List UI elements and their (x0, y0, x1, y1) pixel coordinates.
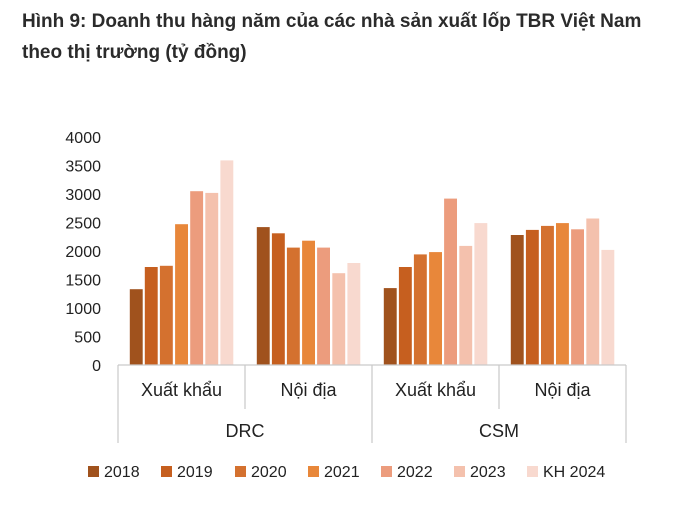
category-label: Xuất khẩu (395, 380, 476, 400)
legend-label: 2023 (470, 464, 506, 481)
legend-swatch (308, 466, 319, 477)
bar-kh-2024-2 (474, 223, 488, 365)
legend-swatch (161, 466, 172, 477)
bar-2022-0 (190, 191, 204, 365)
legend: 2018 2019 2020 2021 2022 2023 KH 2024 (88, 464, 605, 481)
bar-2021-3 (556, 223, 569, 365)
bar-kh-2024-3 (601, 249, 615, 365)
bar-2023-0 (205, 192, 219, 365)
bar-2018-0 (129, 289, 143, 365)
bar-2020-2 (413, 254, 427, 365)
bar-2020-1 (286, 247, 300, 365)
y-tick-label: 2000 (65, 244, 101, 261)
legend-item: 2018 (88, 464, 140, 481)
y-tick-label: 3000 (65, 187, 101, 204)
bar-2022-1 (317, 247, 330, 365)
group-label-csm: CSM (479, 421, 519, 441)
legend-label: 2019 (177, 464, 213, 481)
legend-item: 2019 (161, 464, 213, 481)
legend-label: KH 2024 (543, 464, 605, 481)
legend-swatch (454, 466, 465, 477)
y-tick-label: 4000 (65, 130, 101, 147)
bar-2020-0 (159, 265, 173, 365)
legend-swatch (381, 466, 392, 477)
legend-label: 2021 (324, 464, 360, 481)
bar-2018-3 (510, 235, 524, 365)
group-label-drc: DRC (226, 421, 265, 441)
bar-2019-2 (398, 267, 412, 365)
legend-item: 2023 (454, 464, 506, 481)
legend-label: 2018 (104, 464, 140, 481)
category-label: Nội địa (280, 380, 337, 400)
y-tick-label: 3500 (65, 159, 101, 176)
x-axis: Xuất khẩu Nội địa Xuất khẩu Nội địa DRC CSM (117, 364, 627, 443)
bar-2019-1 (271, 233, 285, 365)
category-label: Nội địa (534, 380, 591, 400)
bar-2022-2 (444, 198, 457, 365)
y-tick-label: 2500 (65, 216, 101, 233)
legend-item: KH 2024 (527, 464, 605, 481)
y-tick-label: 0 (92, 358, 101, 375)
bar-2018-1 (256, 227, 270, 365)
legend-item: 2021 (308, 464, 360, 481)
bar-2019-0 (144, 267, 158, 365)
y-tick-label: 500 (74, 330, 101, 347)
bar-2023-1 (332, 273, 346, 365)
bar-2018-2 (383, 288, 397, 365)
y-axis: 0 500 1000 1500 2000 2500 3000 3500 4000 (65, 130, 101, 375)
bar-2021-1 (302, 240, 315, 365)
legend-swatch (235, 466, 246, 477)
bar-2023-3 (586, 218, 600, 365)
category-label: Xuất khẩu (141, 380, 222, 400)
bar-2021-0 (175, 224, 188, 365)
bar-kh-2024-1 (347, 263, 361, 365)
y-tick-label: 1000 (65, 301, 101, 318)
bar-2023-2 (459, 245, 473, 365)
legend-item: 2022 (381, 464, 433, 481)
bar-2022-3 (571, 229, 584, 365)
legend-label: 2020 (251, 464, 287, 481)
bars (129, 160, 615, 365)
y-tick-label: 1500 (65, 273, 101, 290)
bar-kh-2024-0 (220, 160, 234, 365)
bar-2020-3 (541, 225, 554, 365)
legend-swatch (527, 466, 538, 477)
legend-swatch (88, 466, 99, 477)
legend-label: 2022 (397, 464, 433, 481)
bar-2021-2 (429, 252, 442, 365)
legend-item: 2020 (235, 464, 287, 481)
chart-title: Hình 9: Doanh thu hàng năm của các nhà s… (22, 11, 642, 63)
bar-2019-3 (525, 229, 539, 365)
